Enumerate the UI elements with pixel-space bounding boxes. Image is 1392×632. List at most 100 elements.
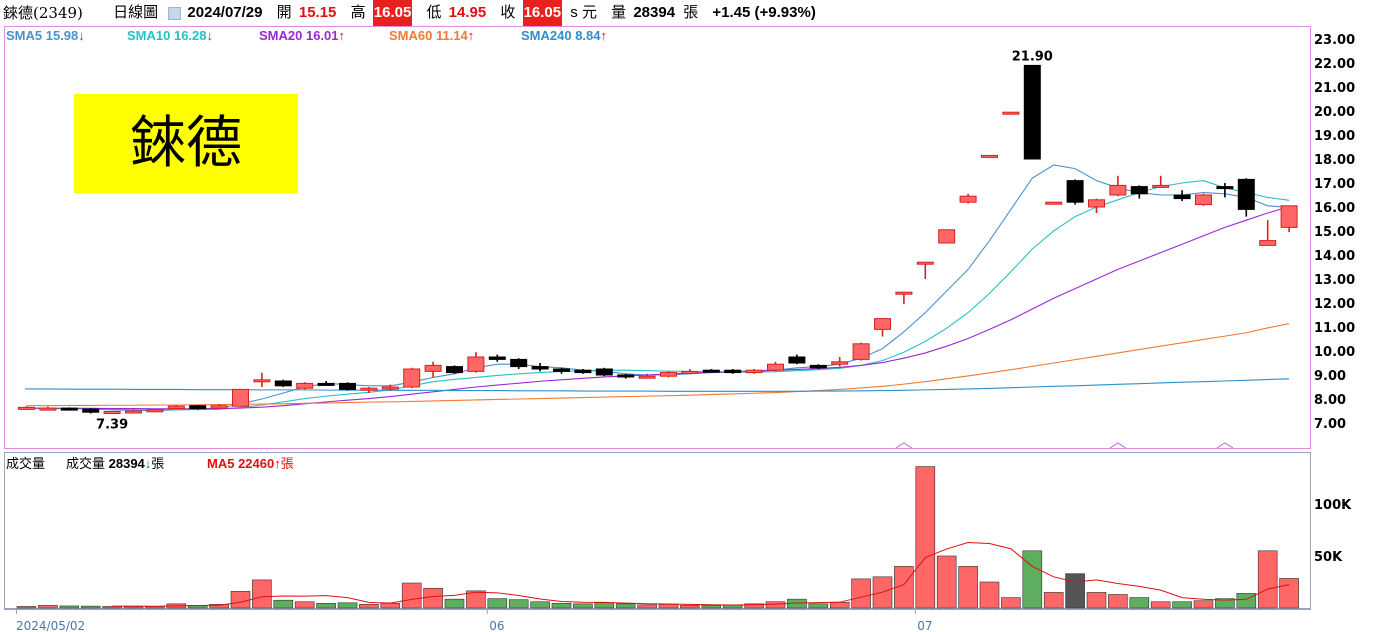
view-mode-label[interactable]: 日線圖 [113,4,159,21]
sma-legend-label: SMA60 [389,28,436,43]
candle [189,405,207,410]
arrow-up-icon: ↑ [338,28,346,43]
candle [1023,64,1041,160]
candle [702,369,720,373]
candle [831,357,849,367]
volume-bar [551,603,572,609]
candle-body [146,409,164,413]
candle-body [553,368,570,372]
open-value: 15.15 [298,4,337,21]
volume-bar [80,605,101,609]
candle [981,154,998,158]
volume-bar [765,601,786,609]
candle-body [595,368,613,376]
candle [1002,111,1020,115]
candle [1130,185,1148,199]
candle-body [446,366,463,374]
volume-bar [1150,601,1171,609]
volume-current: 成交量 28394↓張 [66,453,164,472]
candle-body [702,369,720,373]
candle [1280,205,1298,233]
date-tick-label: 2024/05/02 [16,619,85,632]
volume-bar [1022,550,1043,609]
candle-body [1237,178,1255,210]
candle-body [681,370,699,374]
volume-bar [230,591,251,609]
volume-bar [487,598,508,609]
candle-body [1023,64,1041,160]
volume-bar [123,606,144,609]
sma-legend-label: SMA5 [6,28,46,43]
volume-label: 量 [611,4,627,21]
volume-bar [59,605,80,609]
volume-bar [1108,594,1128,609]
high-label: 高 [350,4,366,21]
candle [60,407,78,411]
volume-tick-label: 100K [1314,498,1352,513]
date-tick-label: 06 [489,619,504,632]
quote-header: 錸德(2349) 日線圖 2024/07/29 開 15.15 高 16.05 … [0,0,1392,26]
candle-body [82,408,100,413]
candle [39,406,57,411]
candle [510,358,528,369]
volume-bar [1215,598,1235,609]
open-label: 開 [276,4,292,21]
volume-current-unit: 張 [151,456,165,471]
candle-body [403,368,421,388]
price-tick-label: 15.00 [1314,225,1355,240]
candle-body [1173,194,1191,200]
candle-body [895,291,913,295]
candle [874,318,891,337]
candle-body [767,363,784,371]
volume-ma5-value: 22460 [238,456,275,471]
volume-bar [359,604,379,609]
price-change: +1.45 (+9.93%) [712,4,816,21]
candle [1216,183,1234,198]
volume-ma5-unit: 張 [280,456,294,471]
candle [553,367,570,374]
candle-body [1066,180,1084,203]
candle-body [381,386,399,390]
candle-body [317,382,335,386]
candle-body [1109,184,1127,196]
close-label: 收 [500,4,516,21]
candle [660,371,677,378]
candle-body [18,406,35,410]
volume-axis: 50K 100K [1314,498,1352,565]
candle [1045,201,1063,205]
price-tick-label: 22.00 [1314,57,1355,72]
signal-markers [895,442,1234,449]
candle-body [339,382,356,390]
calendar-icon[interactable] [168,7,182,20]
volume-panel-label: 成交量 [6,456,46,471]
volume-bar [273,599,294,609]
candle [1088,198,1105,213]
candle [274,379,292,387]
series-line-sma240 [25,378,1290,392]
stock-name-label: 錸德 [74,94,298,193]
signal-marker [1216,442,1234,449]
volume-bar [337,602,358,609]
volume-bar [915,466,936,609]
sma-legend-label: SMA20 [259,28,306,43]
volume-bar [594,602,615,609]
close-value: 16.05 [522,0,563,26]
candle [724,369,742,374]
candle-body [1216,186,1234,190]
candle [895,291,913,305]
volume-bar [380,603,401,609]
price-tick-label: 13.00 [1314,273,1355,288]
price-annotation: 7.39 [96,418,128,433]
candle-body [274,380,292,387]
volume-arrow-down-icon: ↓ [144,456,152,471]
price-tick-label: 18.00 [1314,153,1355,168]
volume-bar [316,603,336,609]
volume-ma5-layer [112,541,1290,607]
chart-frames [4,26,1311,610]
candle-body [210,405,228,409]
price-tick-label: 11.00 [1314,321,1355,336]
candle-body [531,366,549,370]
series-line-volume-ma5 [112,541,1290,607]
candle [360,387,378,393]
